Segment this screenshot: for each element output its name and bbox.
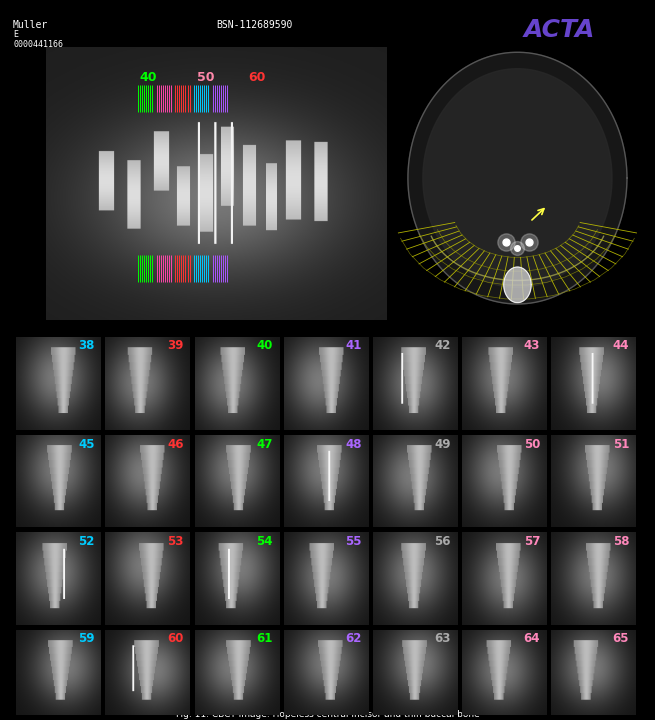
Text: 43: 43 bbox=[524, 339, 540, 352]
Text: 51: 51 bbox=[613, 438, 629, 451]
Text: 48: 48 bbox=[345, 438, 362, 451]
Text: 63: 63 bbox=[435, 632, 451, 645]
Text: 46: 46 bbox=[167, 438, 184, 451]
Text: 54: 54 bbox=[256, 535, 273, 548]
Polygon shape bbox=[408, 53, 627, 304]
Text: 0000441166: 0000441166 bbox=[13, 40, 63, 49]
Text: 39: 39 bbox=[168, 339, 184, 352]
Text: 50: 50 bbox=[197, 71, 215, 84]
Text: 40: 40 bbox=[257, 339, 273, 352]
Polygon shape bbox=[423, 68, 612, 287]
Text: 52: 52 bbox=[79, 535, 95, 548]
Text: 60: 60 bbox=[168, 632, 184, 645]
Text: Muller: Muller bbox=[13, 20, 48, 30]
Text: 56: 56 bbox=[434, 535, 451, 548]
Text: 57: 57 bbox=[524, 535, 540, 548]
Text: E: E bbox=[13, 30, 18, 39]
Text: 64: 64 bbox=[523, 632, 540, 645]
Text: 50: 50 bbox=[524, 438, 540, 451]
Text: 59: 59 bbox=[78, 632, 95, 645]
Text: 53: 53 bbox=[168, 535, 184, 548]
Polygon shape bbox=[504, 267, 531, 302]
Text: 62: 62 bbox=[346, 632, 362, 645]
Text: ACTA: ACTA bbox=[524, 18, 595, 42]
Text: Fig. 11: CBCT image: Hopeless central incisor and thin buccal bone: Fig. 11: CBCT image: Hopeless central in… bbox=[176, 710, 479, 719]
Text: 44: 44 bbox=[612, 339, 629, 352]
Text: BSN-112689590: BSN-112689590 bbox=[216, 20, 293, 30]
Text: 47: 47 bbox=[257, 438, 273, 451]
Text: 41: 41 bbox=[346, 339, 362, 352]
Text: 58: 58 bbox=[612, 535, 629, 548]
Text: 60: 60 bbox=[248, 71, 266, 84]
Text: 38: 38 bbox=[79, 339, 95, 352]
Text: 40: 40 bbox=[140, 71, 157, 84]
Text: 55: 55 bbox=[345, 535, 362, 548]
Text: 61: 61 bbox=[257, 632, 273, 645]
Text: 65: 65 bbox=[612, 632, 629, 645]
Text: 45: 45 bbox=[78, 438, 95, 451]
Text: 49: 49 bbox=[434, 438, 451, 451]
Text: 42: 42 bbox=[435, 339, 451, 352]
